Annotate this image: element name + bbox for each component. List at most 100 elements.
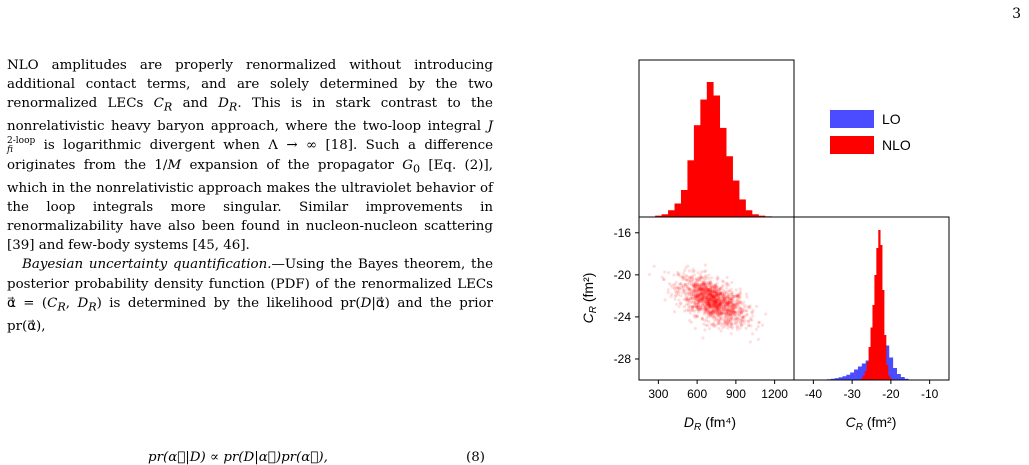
histogram-bar-nlo bbox=[884, 335, 886, 380]
scatter-point bbox=[690, 284, 693, 287]
scatter-point bbox=[699, 273, 702, 276]
scatter-point bbox=[708, 327, 711, 330]
scatter-point bbox=[749, 317, 752, 320]
scatter-point bbox=[708, 296, 711, 299]
paragraph-2: Bayesian uncertainty quantification.—Usi… bbox=[7, 255, 493, 335]
scatter-point bbox=[718, 318, 721, 321]
scatter-point bbox=[714, 305, 717, 308]
scatter-point bbox=[734, 312, 737, 315]
histogram-bar bbox=[681, 190, 688, 217]
scatter-point bbox=[674, 290, 677, 293]
histogram-bar-lo bbox=[858, 367, 862, 381]
scatter-point bbox=[722, 312, 725, 315]
scatter-point bbox=[719, 287, 722, 290]
scatter-point bbox=[673, 287, 676, 290]
scatter-point bbox=[727, 313, 730, 316]
top-left-histogram bbox=[655, 82, 772, 217]
scatter-point bbox=[745, 292, 748, 295]
histogram-bar-lo bbox=[854, 370, 858, 381]
x-tick-label: 600 bbox=[687, 387, 707, 401]
scatter-point bbox=[673, 283, 676, 286]
scatter-point bbox=[688, 277, 691, 280]
scatter-point bbox=[725, 302, 728, 305]
scatter-point bbox=[700, 291, 703, 294]
histogram-bar-lo bbox=[842, 376, 846, 380]
histogram-bar bbox=[739, 199, 746, 217]
scatter-point bbox=[692, 314, 695, 317]
scatter-point bbox=[667, 271, 670, 274]
scatter-point bbox=[704, 311, 707, 314]
scatter-point bbox=[688, 269, 691, 272]
scatter-point bbox=[673, 310, 676, 313]
scatter-point bbox=[677, 273, 680, 276]
scatter-point bbox=[668, 282, 671, 285]
scatter-point bbox=[717, 322, 720, 325]
scatter-point bbox=[653, 265, 656, 268]
histogram-bar bbox=[733, 181, 740, 217]
histogram-bar-nlo bbox=[882, 290, 884, 380]
scatter-point bbox=[741, 319, 744, 322]
scatter-point bbox=[682, 272, 685, 275]
histogram-bar-nlo bbox=[886, 365, 888, 380]
y-tick-label: -16 bbox=[614, 226, 632, 240]
scatter-point bbox=[737, 294, 740, 297]
scatter-point bbox=[704, 275, 707, 278]
scatter-point bbox=[667, 291, 670, 294]
scatter-point bbox=[707, 274, 710, 277]
legend-swatch-nlo bbox=[830, 136, 874, 154]
scatter-point bbox=[722, 280, 725, 283]
scatter-point bbox=[678, 305, 681, 308]
scatter-point bbox=[720, 301, 723, 304]
scatter-point bbox=[667, 288, 670, 291]
scatter-point bbox=[739, 306, 742, 309]
scatter-point bbox=[712, 323, 715, 326]
scatter-point bbox=[757, 325, 760, 328]
scatter-point bbox=[648, 273, 651, 276]
scatter-point bbox=[696, 289, 699, 292]
scatter-point bbox=[664, 298, 667, 301]
scatter-point bbox=[726, 276, 729, 279]
scatter-point bbox=[698, 279, 701, 282]
scatter-point bbox=[691, 278, 694, 281]
histogram-bar bbox=[720, 128, 727, 217]
histogram-bar-lo bbox=[850, 373, 854, 381]
scatter-point bbox=[674, 295, 677, 298]
scatter-point bbox=[747, 320, 750, 323]
scatter-point bbox=[746, 313, 749, 316]
scatter-point bbox=[693, 305, 696, 308]
scatter-point bbox=[697, 310, 700, 313]
scatter-point bbox=[742, 301, 745, 304]
scatter-point bbox=[739, 301, 742, 304]
scatter-point bbox=[711, 292, 714, 295]
scatter-point bbox=[682, 276, 685, 279]
scatter-point bbox=[743, 306, 746, 309]
scatter-point bbox=[703, 301, 706, 304]
scatter-point bbox=[711, 311, 714, 314]
scatter-point bbox=[705, 319, 708, 322]
histogram-bar bbox=[707, 82, 714, 217]
x-axis-label-dr: DR (fm⁴) bbox=[684, 414, 736, 433]
histogram-bar bbox=[746, 210, 753, 217]
scatter-point bbox=[717, 297, 720, 300]
scatter-point bbox=[706, 305, 709, 308]
histogram-bar bbox=[687, 160, 694, 217]
scatter-point bbox=[738, 314, 741, 317]
scatter-point bbox=[744, 327, 747, 330]
histogram-bar bbox=[694, 125, 701, 217]
scatter-point bbox=[731, 299, 734, 302]
histogram-bar-nlo bbox=[871, 328, 873, 381]
x-tick-label: -40 bbox=[805, 387, 823, 401]
histogram-bar bbox=[713, 96, 720, 218]
scatter-point bbox=[711, 314, 714, 317]
scatter-point bbox=[726, 322, 729, 325]
scatter-point bbox=[730, 310, 733, 313]
scatter-point bbox=[725, 287, 728, 290]
scatter-point bbox=[725, 310, 728, 313]
legend-label-nlo: NLO bbox=[882, 137, 911, 153]
scatter-point bbox=[735, 288, 738, 291]
histogram-bar-lo bbox=[897, 374, 901, 380]
scatter-point bbox=[722, 318, 725, 321]
scatter-point bbox=[679, 302, 682, 305]
scatter-point bbox=[677, 299, 680, 302]
scatter-point bbox=[730, 281, 733, 284]
